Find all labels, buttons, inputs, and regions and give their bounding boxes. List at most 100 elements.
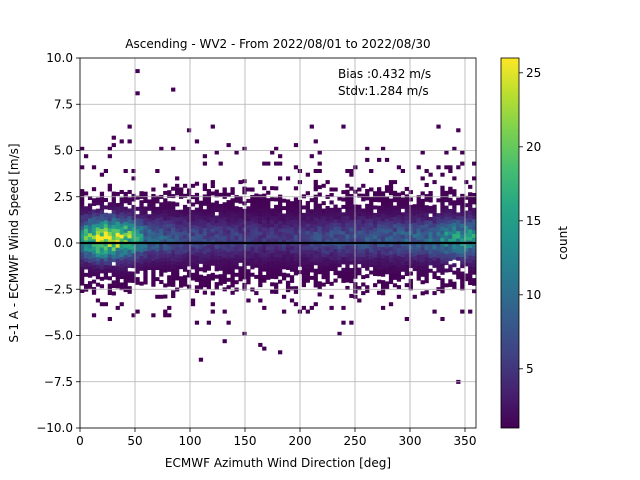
heatmap-cell <box>179 224 184 229</box>
heatmap-cell <box>365 157 370 162</box>
heatmap-cell <box>325 180 330 185</box>
heatmap-cell <box>452 285 457 290</box>
heatmap-cell <box>238 210 243 215</box>
heatmap-cell <box>254 263 259 268</box>
heatmap-cell <box>159 257 164 262</box>
heatmap-cell <box>99 213 105 218</box>
heatmap-cell <box>91 209 97 214</box>
heatmap-cell <box>468 214 473 219</box>
heatmap-cell <box>309 257 314 262</box>
heatmap-cell <box>202 154 208 159</box>
heatmap-cell <box>341 267 346 272</box>
heatmap-cell <box>202 268 208 273</box>
x-axis-label: ECMWF Azimuth Wind Direction [deg] <box>165 456 391 470</box>
heatmap-cell <box>281 239 287 244</box>
heatmap-cell <box>111 191 116 196</box>
heatmap-cell <box>111 265 116 270</box>
heatmap-cell <box>357 249 362 254</box>
heatmap-cells <box>80 69 477 384</box>
heatmap-cell <box>210 235 215 240</box>
heatmap-cell <box>432 245 437 250</box>
heatmap-cell <box>80 214 85 219</box>
heatmap-cell <box>234 235 239 240</box>
heatmap-cell <box>436 268 441 273</box>
heatmap-cell <box>107 291 112 296</box>
heatmap-cell <box>309 275 314 280</box>
heatmap-cell <box>131 169 136 173</box>
heatmap-cell <box>317 150 322 155</box>
heatmap-cell <box>321 260 326 265</box>
heatmap-cell <box>472 255 477 260</box>
heatmap-cell <box>345 234 350 239</box>
heatmap-cell <box>226 277 231 282</box>
heatmap-cell <box>167 313 172 318</box>
heatmap-cell <box>464 232 469 237</box>
heatmap-cell <box>226 203 231 208</box>
heatmap-cell <box>159 294 164 299</box>
heatmap-cell <box>182 227 188 232</box>
heatmap-cell <box>222 191 227 196</box>
heatmap-cell <box>95 201 101 206</box>
heatmap-cell <box>143 232 148 237</box>
heatmap-cell <box>281 217 287 222</box>
heatmap-cell <box>392 257 398 262</box>
heatmap-cell <box>388 228 394 233</box>
heatmap-cell <box>305 234 310 239</box>
heatmap-cell <box>416 217 421 222</box>
heatmap-cell <box>345 260 350 265</box>
heatmap-cell <box>460 234 465 239</box>
heatmap-cell <box>198 237 204 242</box>
heatmap-cell <box>131 227 136 232</box>
heatmap-cell <box>317 229 322 234</box>
heatmap-cell <box>262 219 267 224</box>
heatmap-cell <box>163 209 168 214</box>
heatmap-cell <box>266 257 271 262</box>
heatmap-cell <box>119 256 124 261</box>
heatmap-cell <box>194 215 200 220</box>
heatmap-cell <box>159 209 164 214</box>
heatmap-cell <box>234 257 239 262</box>
heatmap-cell <box>222 261 227 266</box>
heatmap-cell <box>305 191 310 196</box>
heatmap-cell <box>412 230 417 235</box>
heatmap-cell <box>179 217 184 222</box>
heatmap-cell <box>218 229 223 234</box>
heatmap-cell <box>171 264 176 269</box>
heatmap-cell <box>333 215 338 220</box>
heatmap-cell <box>400 252 406 257</box>
heatmap-cell <box>293 230 299 235</box>
heatmap-cell <box>127 215 132 220</box>
heatmap-cell <box>404 253 409 258</box>
heatmap-cell <box>175 209 180 214</box>
heatmap-cell <box>107 217 112 222</box>
heatmap-cell <box>179 276 184 281</box>
heatmap-cell <box>234 265 239 270</box>
heatmap-cell <box>266 246 271 251</box>
heatmap-cell <box>305 226 310 231</box>
heatmap-cell <box>305 204 310 209</box>
heatmap-cell <box>242 190 247 195</box>
heatmap-cell <box>337 263 342 268</box>
heatmap-cell <box>289 264 295 269</box>
heatmap-cell <box>250 239 255 244</box>
heatmap-cell <box>171 212 176 217</box>
heatmap-cell <box>301 272 307 277</box>
heatmap-cell <box>151 193 156 198</box>
heatmap-cell <box>87 221 93 226</box>
heatmap-cell <box>412 255 417 260</box>
heatmap-cell <box>266 272 271 277</box>
heatmap-cell <box>337 196 342 201</box>
heatmap-cell <box>238 277 243 282</box>
heatmap-cell <box>301 231 307 236</box>
heatmap-cell <box>254 256 259 261</box>
heatmap-cell <box>456 271 461 276</box>
heatmap-cell <box>396 251 402 256</box>
heatmap-cell <box>420 213 425 218</box>
heatmap-cell <box>206 189 211 194</box>
heatmap-cell <box>262 193 267 198</box>
heatmap-cell <box>357 234 362 239</box>
heatmap-cell <box>270 226 275 231</box>
heatmap-cell <box>357 260 362 265</box>
heatmap-cell <box>186 206 192 211</box>
